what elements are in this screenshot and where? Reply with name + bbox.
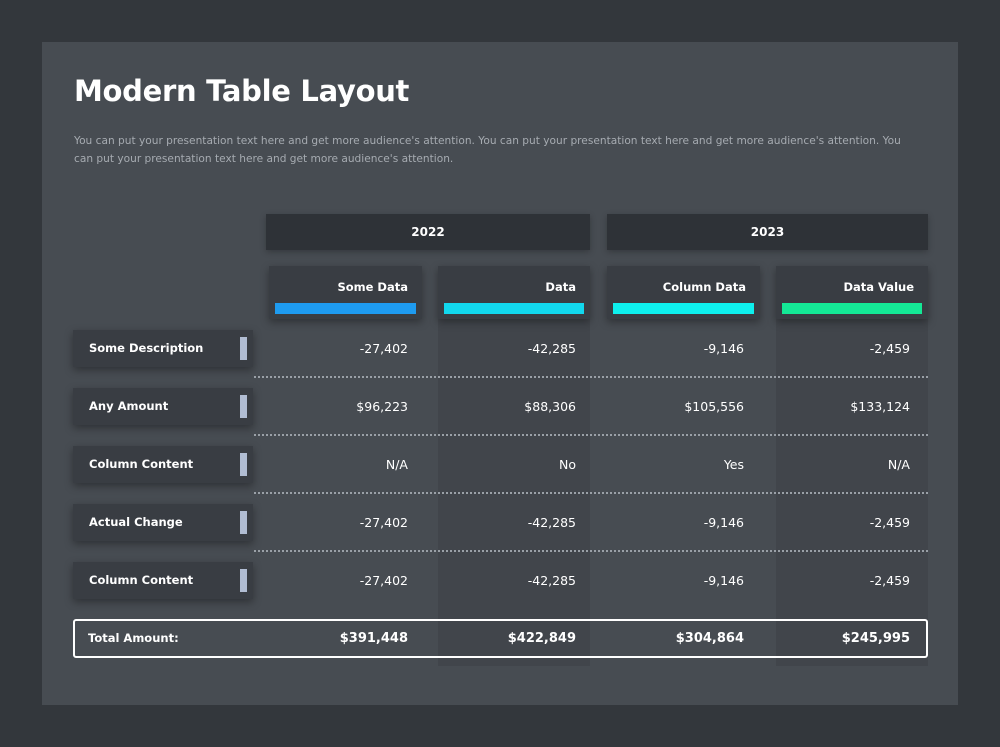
table-cell: -27,402	[359, 573, 408, 588]
column-color-bar	[444, 303, 584, 314]
row-label-text: Column Content	[89, 573, 194, 587]
table-cell: -27,402	[359, 515, 408, 530]
table-cell: No	[559, 457, 576, 472]
table-cell: $105,556	[684, 399, 744, 414]
column-color-bar	[275, 303, 416, 314]
row-divider	[254, 376, 928, 378]
year-header-2023: 2023	[607, 214, 928, 250]
row-marker	[240, 569, 247, 592]
table-cell: -9,146	[703, 573, 744, 588]
row-marker	[240, 453, 247, 476]
table-cell: -2,459	[869, 341, 910, 356]
total-cell: $422,849	[507, 631, 576, 646]
total-cell: $245,995	[841, 631, 910, 646]
table-cell: -42,285	[527, 341, 576, 356]
row-divider	[254, 434, 928, 436]
row-label-text: Some Description	[89, 341, 204, 355]
row-label-some-description: Some Description	[73, 330, 253, 367]
total-label: Total Amount:	[88, 631, 179, 645]
column-header-data: Data	[438, 266, 590, 319]
page-title: Modern Table Layout	[74, 74, 410, 108]
table-cell: $96,223	[356, 399, 408, 414]
row-divider	[254, 550, 928, 552]
table-cell: N/A	[385, 457, 408, 472]
table-cell: -42,285	[527, 515, 576, 530]
table-cell: Yes	[723, 457, 744, 472]
table-cell: N/A	[887, 457, 910, 472]
total-cell: $391,448	[339, 631, 408, 646]
column-header-column-data: Column Data	[607, 266, 760, 319]
row-label-text: Column Content	[89, 457, 194, 471]
table-cell: -9,146	[703, 341, 744, 356]
row-label-actual-change: Actual Change	[73, 504, 253, 541]
table-cell: $133,124	[850, 399, 910, 414]
table-cell: -2,459	[869, 515, 910, 530]
row-label-any-amount: Any Amount	[73, 388, 253, 425]
year-header-2022: 2022	[266, 214, 590, 250]
row-label-text: Any Amount	[89, 399, 169, 413]
table-cell: -9,146	[703, 515, 744, 530]
column-header-label: Column Data	[662, 280, 746, 294]
column-header-some-data: Some Data	[269, 266, 422, 319]
row-marker	[240, 337, 247, 360]
total-cell: $304,864	[675, 631, 744, 646]
table-cell: -42,285	[527, 573, 576, 588]
table-cell: -27,402	[359, 341, 408, 356]
column-header-label: Data Value	[843, 280, 914, 294]
column-header-label: Data	[545, 280, 576, 294]
table-cell: $88,306	[524, 399, 576, 414]
row-marker	[240, 511, 247, 534]
column-header-label: Some Data	[337, 280, 408, 294]
table-cell: -2,459	[869, 573, 910, 588]
row-divider	[254, 492, 928, 494]
column-shade	[776, 266, 928, 666]
slide-panel: Modern Table Layout You can put your pre…	[42, 42, 958, 705]
total-row-frame	[73, 619, 928, 658]
row-label-column-content: Column Content	[73, 446, 253, 483]
row-label-column-content: Column Content	[73, 562, 253, 599]
column-shade	[438, 266, 590, 666]
column-color-bar	[782, 303, 922, 314]
row-marker	[240, 395, 247, 418]
page-subtitle: You can put your presentation text here …	[74, 135, 901, 165]
row-label-text: Actual Change	[89, 515, 183, 529]
column-header-data-value: Data Value	[776, 266, 928, 319]
column-color-bar	[613, 303, 754, 314]
